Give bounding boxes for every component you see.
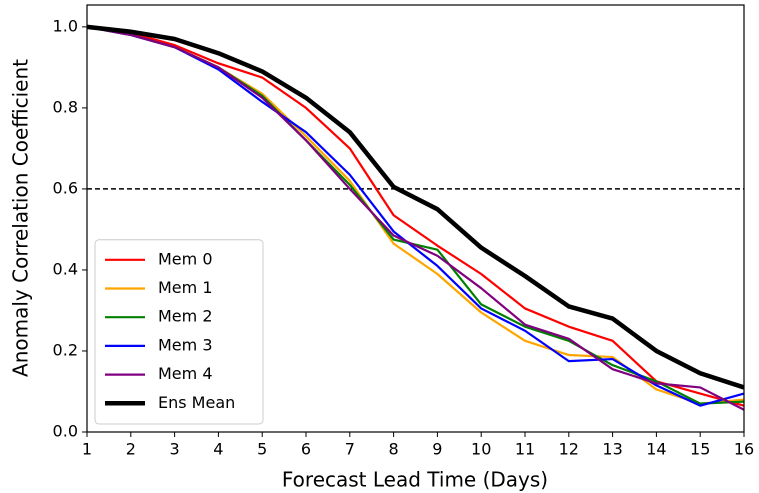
legend-label: Mem 0 xyxy=(158,249,213,268)
legend-label: Mem 1 xyxy=(158,278,213,297)
plot-frame xyxy=(86,4,745,433)
x-tick-label: 1 xyxy=(82,440,92,459)
legend-label: Ens Mean xyxy=(158,393,235,412)
legend-label: Mem 4 xyxy=(158,364,213,383)
series-line xyxy=(86,25,745,407)
y-tick-label: 0.4 xyxy=(53,259,78,278)
y-tick-label: 0.6 xyxy=(53,178,78,197)
x-tick-label: 9 xyxy=(432,440,442,459)
x-tick-label: 11 xyxy=(515,440,535,459)
series-line xyxy=(86,24,745,390)
y-tick-label: 0.2 xyxy=(53,340,78,359)
x-tick-label: 8 xyxy=(389,440,399,459)
y-tick-label: 0.8 xyxy=(53,97,78,116)
x-tick-label: 15 xyxy=(690,440,710,459)
legend-label: Mem 3 xyxy=(158,335,213,354)
x-tick-label: 6 xyxy=(301,440,311,459)
x-tick-label: 13 xyxy=(602,440,622,459)
x-axis-label: Forecast Lead Time (Days) xyxy=(282,468,548,492)
x-tick-label: 10 xyxy=(471,440,491,459)
x-tick-label: 5 xyxy=(257,440,267,459)
x-tick-label: 12 xyxy=(559,440,579,459)
x-tick-label: 7 xyxy=(345,440,355,459)
x-tick-label: 16 xyxy=(734,440,754,459)
legend-label: Mem 2 xyxy=(158,307,213,326)
legend-box xyxy=(94,239,264,425)
y-tick-label: 1.0 xyxy=(53,16,78,35)
x-tick-label: 3 xyxy=(170,440,180,459)
series-line xyxy=(86,25,745,411)
y-axis-label: Anomaly Correlation Coefficient xyxy=(9,59,33,377)
x-tick-label: 14 xyxy=(646,440,666,459)
y-tick-label: 0.0 xyxy=(53,422,78,441)
x-tick-label: 4 xyxy=(213,440,223,459)
x-tick-label: 2 xyxy=(126,440,136,459)
